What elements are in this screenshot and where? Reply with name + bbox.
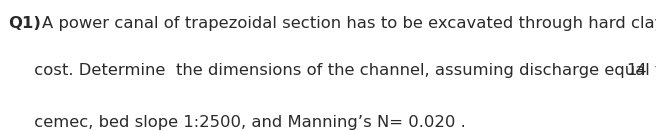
Text: cemec, bed slope 1:2500, and Manning’s N= 0.020 .: cemec, bed slope 1:2500, and Manning’s N… (8, 115, 466, 130)
Text: cost. Determine  the dimensions of the channel, assuming discharge equal to: cost. Determine the dimensions of the ch… (8, 63, 656, 78)
Text: A power canal of trapezoidal section has to be excavated through hard clay at th: A power canal of trapezoidal section has… (42, 16, 656, 31)
Text: 14: 14 (626, 63, 647, 78)
Text: Q1): Q1) (8, 16, 41, 31)
